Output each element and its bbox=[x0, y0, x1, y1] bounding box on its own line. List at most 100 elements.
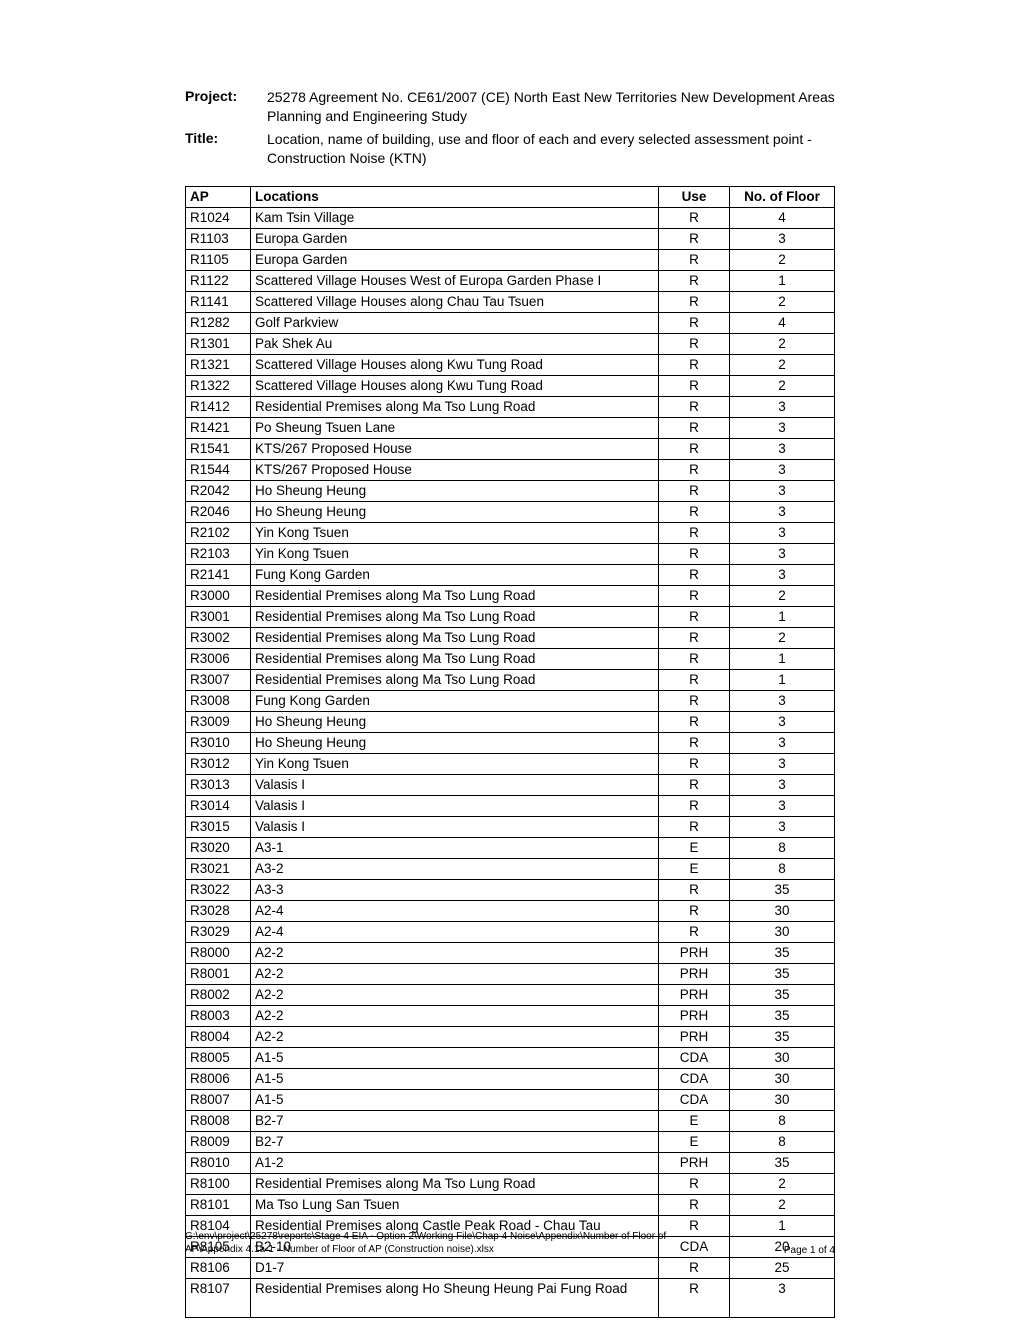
cell-use: R bbox=[659, 543, 730, 564]
cell-floor: 35 bbox=[730, 984, 835, 1005]
cell-location: B2-7 bbox=[251, 1110, 659, 1131]
cell-floor: 3 bbox=[730, 732, 835, 753]
cell-location: Ho Sheung Heung bbox=[251, 711, 659, 732]
table-row: R3000Residential Premises along Ma Tso L… bbox=[186, 585, 835, 606]
cell-use: R bbox=[659, 480, 730, 501]
cell-floor: 2 bbox=[730, 354, 835, 375]
cell-location: Ma Tso Lung San Tsuen bbox=[251, 1194, 659, 1215]
cell-ap: R8005 bbox=[186, 1047, 251, 1068]
cell-location: A1-2 bbox=[251, 1152, 659, 1173]
cell-ap: R3028 bbox=[186, 900, 251, 921]
table-row: R2042Ho Sheung HeungR3 bbox=[186, 480, 835, 501]
table-row: R8001A2-2PRH35 bbox=[186, 963, 835, 984]
cell-use: R bbox=[659, 921, 730, 942]
cell-ap: R3029 bbox=[186, 921, 251, 942]
cell-use: E bbox=[659, 858, 730, 879]
cell-floor: 3 bbox=[730, 459, 835, 480]
cell-floor: 2 bbox=[730, 249, 835, 270]
cell-use: R bbox=[659, 879, 730, 900]
cell-floor: 2 bbox=[730, 627, 835, 648]
cell-location: Yin Kong Tsuen bbox=[251, 753, 659, 774]
cell-ap: R3021 bbox=[186, 858, 251, 879]
table-row: R2103Yin Kong TsuenR3 bbox=[186, 543, 835, 564]
cell-location: A2-2 bbox=[251, 1026, 659, 1047]
cell-ap: R3015 bbox=[186, 816, 251, 837]
cell-floor: 3 bbox=[730, 690, 835, 711]
cell-use: CDA bbox=[659, 1047, 730, 1068]
cell-ap: R8003 bbox=[186, 1005, 251, 1026]
table-row: R3020A3-1E8 bbox=[186, 837, 835, 858]
col-header-ap: AP bbox=[186, 186, 251, 207]
table-row: R3008Fung Kong GardenR3 bbox=[186, 690, 835, 711]
cell-floor: 3 bbox=[730, 753, 835, 774]
cell-ap: R1122 bbox=[186, 270, 251, 291]
cell-floor: 35 bbox=[730, 963, 835, 984]
cell-floor: 35 bbox=[730, 942, 835, 963]
cell-location: Residential Premises along Ma Tso Lung R… bbox=[251, 585, 659, 606]
cell-ap: R3008 bbox=[186, 690, 251, 711]
cell-use: PRH bbox=[659, 942, 730, 963]
table-row: R1122Scattered Village Houses West of Eu… bbox=[186, 270, 835, 291]
cell-floor: 35 bbox=[730, 879, 835, 900]
cell-location: A2-2 bbox=[251, 984, 659, 1005]
cell-location: Yin Kong Tsuen bbox=[251, 543, 659, 564]
cell-location: A2-2 bbox=[251, 963, 659, 984]
cell-floor: 2 bbox=[730, 291, 835, 312]
cell-ap: R8004 bbox=[186, 1026, 251, 1047]
title-label: Title: bbox=[185, 130, 267, 146]
table-row: R8007A1-5CDA30 bbox=[186, 1089, 835, 1110]
cell-floor: 3 bbox=[730, 816, 835, 837]
cell-use: R bbox=[659, 1257, 730, 1278]
cell-floor: 4 bbox=[730, 207, 835, 228]
table-row: R3029A2-4R30 bbox=[186, 921, 835, 942]
cell-use: R bbox=[659, 648, 730, 669]
table-row: R8003A2-2PRH35 bbox=[186, 1005, 835, 1026]
cell-ap: R2042 bbox=[186, 480, 251, 501]
cell-use: R bbox=[659, 438, 730, 459]
cell-ap: R8001 bbox=[186, 963, 251, 984]
cell-location: Fung Kong Garden bbox=[251, 690, 659, 711]
cell-floor: 2 bbox=[730, 1173, 835, 1194]
col-header-use: Use bbox=[659, 186, 730, 207]
cell-location: A2-4 bbox=[251, 900, 659, 921]
cell-use: R bbox=[659, 228, 730, 249]
cell-floor: 1 bbox=[730, 270, 835, 291]
table-row: R3006Residential Premises along Ma Tso L… bbox=[186, 648, 835, 669]
cell-use: E bbox=[659, 1131, 730, 1152]
table-row: R1301Pak Shek AuR2 bbox=[186, 333, 835, 354]
cell-floor: 3 bbox=[730, 480, 835, 501]
cell-use: R bbox=[659, 585, 730, 606]
cell-floor: 4 bbox=[730, 312, 835, 333]
table-row: R8002A2-2PRH35 bbox=[186, 984, 835, 1005]
cell-location: Europa Garden bbox=[251, 249, 659, 270]
table-row: R8008B2-7E8 bbox=[186, 1110, 835, 1131]
cell-ap: R3013 bbox=[186, 774, 251, 795]
table-row: R3014Valasis IR3 bbox=[186, 795, 835, 816]
table-row: R1103Europa GardenR3 bbox=[186, 228, 835, 249]
table-row: R3007Residential Premises along Ma Tso L… bbox=[186, 669, 835, 690]
table-row: R3002Residential Premises along Ma Tso L… bbox=[186, 627, 835, 648]
table-row: R8100Residential Premises along Ma Tso L… bbox=[186, 1173, 835, 1194]
table-row: R3021A3-2E8 bbox=[186, 858, 835, 879]
cell-location: Ho Sheung Heung bbox=[251, 732, 659, 753]
cell-ap: R8010 bbox=[186, 1152, 251, 1173]
cell-ap: R1103 bbox=[186, 228, 251, 249]
cell-use: R bbox=[659, 270, 730, 291]
cell-use: PRH bbox=[659, 1026, 730, 1047]
cell-use: R bbox=[659, 333, 730, 354]
cell-ap: R1544 bbox=[186, 459, 251, 480]
table-row: R1282Golf ParkviewR4 bbox=[186, 312, 835, 333]
cell-use: R bbox=[659, 249, 730, 270]
cell-use: R bbox=[659, 606, 730, 627]
cell-use: R bbox=[659, 627, 730, 648]
cell-location: Residential Premises along Ma Tso Lung R… bbox=[251, 1173, 659, 1194]
cell-use: CDA bbox=[659, 1068, 730, 1089]
cell-floor: 2 bbox=[730, 375, 835, 396]
cell-use: R bbox=[659, 522, 730, 543]
cell-floor: 3 bbox=[730, 438, 835, 459]
cell-use: R bbox=[659, 459, 730, 480]
table-row: R3010Ho Sheung HeungR3 bbox=[186, 732, 835, 753]
cell-ap: R1322 bbox=[186, 375, 251, 396]
cell-location: Kam Tsin Village bbox=[251, 207, 659, 228]
table-row: R2102Yin Kong TsuenR3 bbox=[186, 522, 835, 543]
